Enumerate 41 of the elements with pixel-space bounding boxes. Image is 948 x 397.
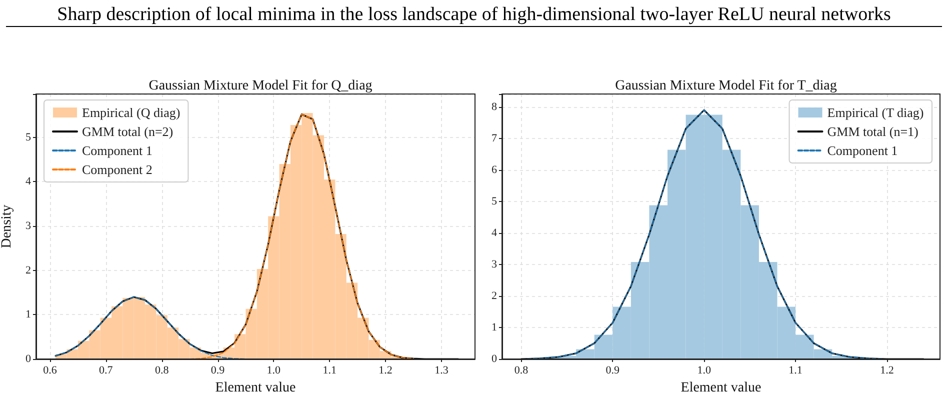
x-tick-label: 0.9 — [210, 364, 226, 376]
legend-label: Empirical (Q diag) — [82, 105, 180, 120]
y-tick-label: 5 — [492, 195, 498, 208]
x-tick-label: 0.8 — [514, 364, 529, 376]
x-tick-label: 1.0 — [697, 364, 712, 376]
legend-label: Component 1 — [82, 143, 152, 158]
y-tick-label: 2 — [492, 290, 497, 302]
chart-title: Gaussian Mixture Model Fit for T_diag — [615, 78, 837, 94]
x-tick-label: 0.9 — [606, 364, 620, 376]
y-tick-label: 6 — [492, 164, 498, 176]
x-tick-label: 0.8 — [154, 364, 170, 376]
legend-label: GMM total (n=1) — [827, 124, 918, 139]
y-tick-label: 4 — [492, 226, 498, 239]
legend-label: Component 1 — [827, 143, 898, 158]
y-tick-label: 0 — [26, 353, 32, 365]
x-tick-label: 1.2 — [880, 364, 894, 376]
x-tick-label: 1.1 — [788, 364, 802, 376]
y-tick-label: 0 — [492, 353, 498, 365]
y-tick-label: 7 — [492, 132, 498, 144]
y-tick-label: 5 — [26, 131, 32, 144]
text: Sharp description of local minima in the loss landscape of high-dimensional two-layer ReLU neural networks — [6, 4, 942, 27]
y-tick-label: 8 — [492, 100, 498, 113]
chart-title: Gaussian Mixture Model Fit for Q_diag — [148, 78, 372, 94]
y-tick-label: 1 — [492, 321, 497, 334]
x-tick-label: 1.3 — [434, 364, 449, 376]
x-axis-title: Element value — [680, 380, 762, 396]
x-tick-label: 0.7 — [99, 364, 114, 376]
y-tick-label: 4 — [26, 176, 32, 188]
x-tick-label: 1.0 — [266, 364, 282, 376]
y-tick-label: 3 — [26, 220, 32, 232]
legend-label: Component 2 — [82, 162, 152, 177]
y-axis-title: Density — [0, 204, 14, 248]
x-tick-label: 0.6 — [43, 364, 58, 376]
x-axis-title: Element value — [215, 380, 296, 396]
y-tick-label: 3 — [492, 258, 498, 270]
legend-label: Empirical (T diag) — [827, 105, 924, 120]
y-tick-label: 2 — [26, 264, 31, 276]
x-tick-label: 1.1 — [322, 364, 336, 376]
y-tick-label: 1 — [26, 308, 31, 321]
x-tick-label: 1.2 — [378, 364, 392, 376]
legend-label: GMM total (n=2) — [82, 124, 174, 139]
